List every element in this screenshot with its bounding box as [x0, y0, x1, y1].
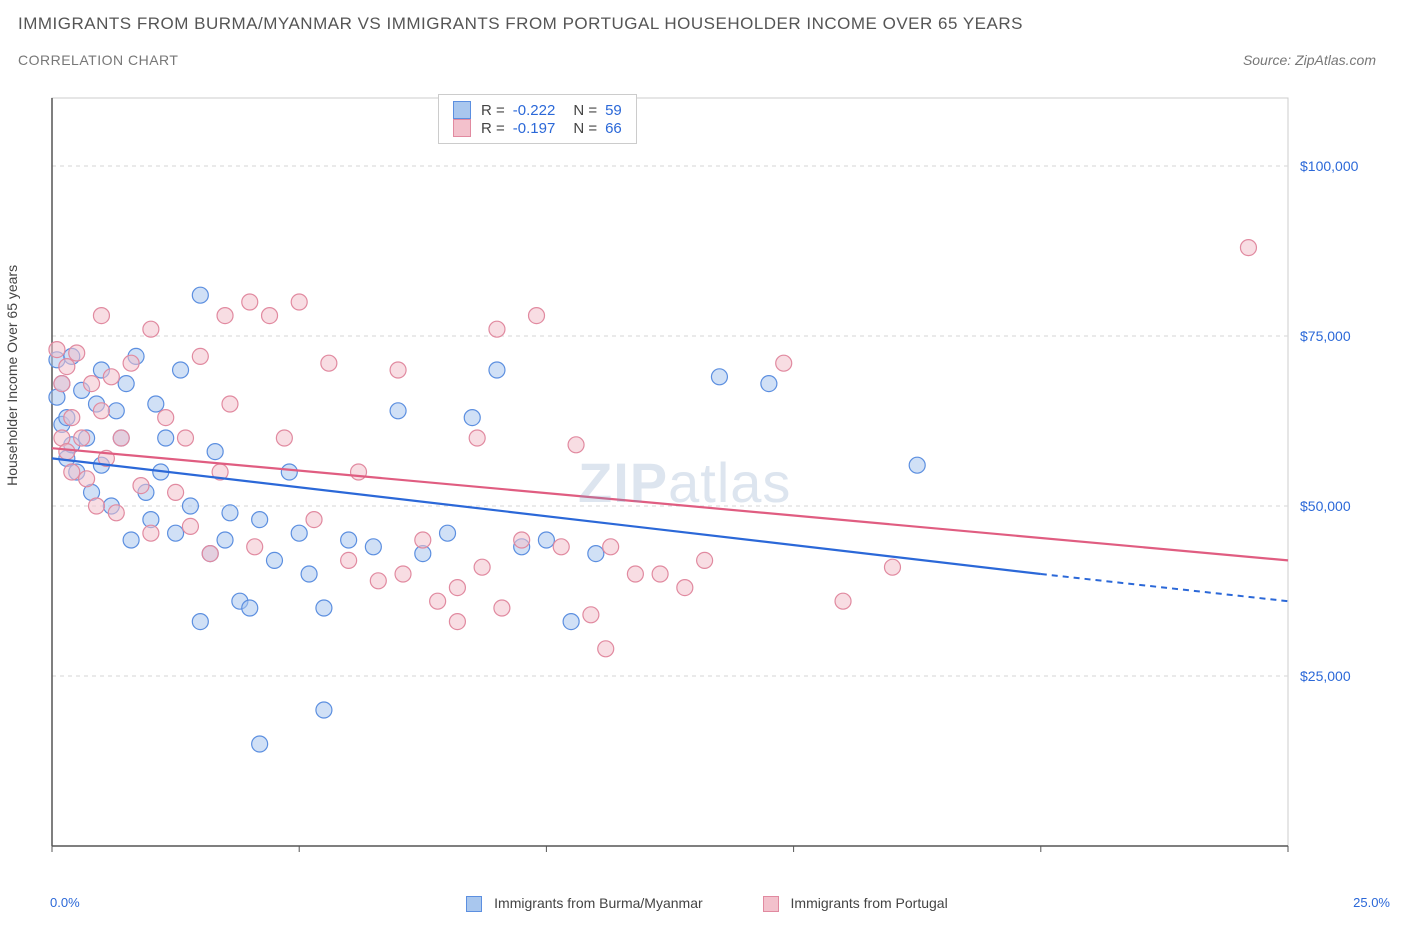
page-title: IMMIGRANTS FROM BURMA/MYANMAR VS IMMIGRA…	[18, 14, 1388, 34]
legend: Immigrants from Burma/Myanmar Immigrants…	[18, 895, 1396, 912]
svg-text:$50,000: $50,000	[1300, 498, 1351, 514]
swatch-series-1	[453, 119, 471, 137]
legend-label-1: Immigrants from Portugal	[791, 895, 948, 911]
legend-item-0: Immigrants from Burma/Myanmar	[466, 895, 702, 912]
chart-container: Householder Income Over 65 years $25,000…	[18, 90, 1396, 910]
legend-item-1: Immigrants from Portugal	[763, 895, 948, 912]
legend-label-0: Immigrants from Burma/Myanmar	[494, 895, 702, 911]
stats-row: R =-0.222 N =59	[453, 101, 622, 119]
legend-swatch-0	[466, 896, 482, 912]
watermark: ZIPatlas	[578, 450, 791, 515]
svg-text:$75,000: $75,000	[1300, 328, 1351, 344]
correlation-stats-box: R =-0.222 N =59 R =-0.197 N =66	[438, 94, 637, 144]
y-axis-label: Householder Income Over 65 years	[4, 265, 20, 486]
stats-row: R =-0.197 N =66	[453, 119, 622, 137]
svg-text:$100,000: $100,000	[1300, 158, 1359, 174]
source-label: Source: ZipAtlas.com	[1243, 52, 1388, 68]
chart-subtitle: CORRELATION CHART	[18, 52, 178, 68]
legend-swatch-1	[763, 896, 779, 912]
svg-text:$25,000: $25,000	[1300, 668, 1351, 684]
swatch-series-0	[453, 101, 471, 119]
